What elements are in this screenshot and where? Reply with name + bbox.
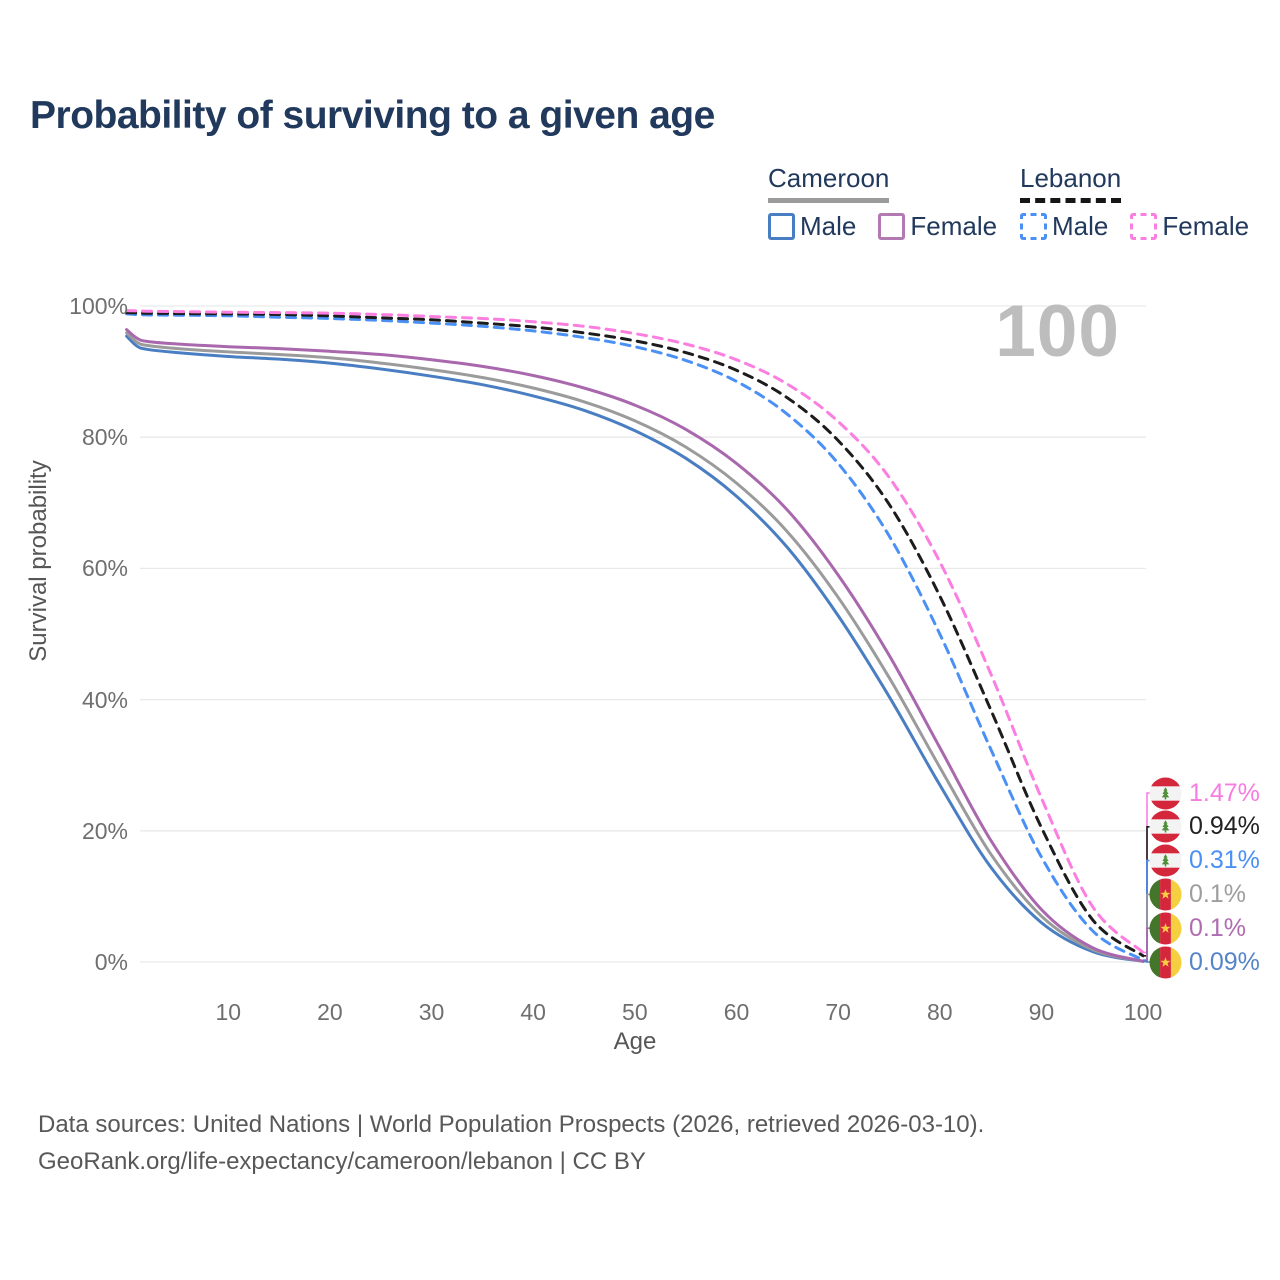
- footer: Data sources: United Nations | World Pop…: [38, 1106, 984, 1180]
- y-tick-label: 0%: [94, 949, 128, 975]
- y-tick-label: 20%: [81, 817, 128, 844]
- end-label-lebanon-male: 0.31%: [1149, 844, 1260, 878]
- legend-item-lebanon-female[interactable]: Female: [1130, 211, 1249, 242]
- end-label-cameroon-both-sexes: 0.1%: [1149, 877, 1246, 911]
- x-axis-title: Age: [613, 1028, 657, 1055]
- y-tick-label: 80%: [81, 424, 128, 451]
- x-tick-label: 50: [622, 999, 648, 1025]
- page-title: Probability of surviving to a given age: [30, 94, 715, 137]
- lebanon-flag-icon: [1149, 776, 1182, 810]
- cameroon-female-swatch-icon: [878, 213, 906, 240]
- legend-country-lebanon[interactable]: Lebanon: [1020, 163, 1122, 203]
- lebanon-flag-icon: [1149, 844, 1182, 877]
- attribution-line: GeoRank.org/life-expectancy/cameroon/leb…: [38, 1148, 646, 1175]
- curve-cameroon-male[interactable]: [125, 334, 1145, 963]
- x-tick-label: 60: [723, 999, 750, 1025]
- data-sources-line: Data sources: United Nations | World Pop…: [38, 1111, 985, 1138]
- legend-group-cameroon: Cameroon Male Female: [768, 163, 997, 242]
- end-label-value: 0.1%: [1189, 879, 1246, 908]
- cameroon-flag-icon: [1149, 945, 1182, 979]
- y-tick-label: 100%: [69, 293, 128, 319]
- y-tick-label: 60%: [81, 555, 128, 582]
- end-label-lebanon-both-sexes: 0.94%: [1149, 810, 1260, 844]
- end-label-value: 0.31%: [1189, 846, 1260, 875]
- legend-group-lebanon: Lebanon Male Female: [1020, 163, 1249, 242]
- curve-cameroon-female[interactable]: [125, 328, 1145, 963]
- legend-item-label: Male: [800, 211, 857, 241]
- x-tick-label: 20: [317, 999, 343, 1025]
- end-label-value: 0.1%: [1189, 913, 1246, 942]
- legend-item-label: Male: [1052, 211, 1109, 241]
- cameroon-flag-icon: [1149, 878, 1182, 911]
- end-label-value: 0.94%: [1189, 812, 1260, 841]
- end-label-value: 0.09%: [1189, 947, 1260, 976]
- legend-item-cameroon-male[interactable]: Male: [768, 211, 856, 242]
- x-tick-label: 40: [520, 999, 546, 1025]
- x-tick-label: 10: [215, 999, 242, 1025]
- curve-cameroon-both-sexes[interactable]: [125, 331, 1145, 963]
- curve-lebanon-male[interactable]: [125, 312, 1145, 962]
- curve-lebanon-female[interactable]: [125, 309, 1145, 954]
- end-label-cameroon-male: 0.09%: [1149, 945, 1260, 979]
- cameroon-flag-icon: [1149, 912, 1182, 945]
- leader-line-cameroon-male: [1143, 960, 1151, 963]
- end-label-lebanon-female: 1.47%: [1149, 776, 1260, 810]
- x-tick-label: 90: [1028, 999, 1055, 1025]
- x-tick-label: 30: [418, 999, 445, 1025]
- age-watermark: 100: [995, 291, 1120, 372]
- legend-item-lebanon-male[interactable]: Male: [1020, 211, 1108, 242]
- x-tick-label: 70: [825, 999, 851, 1025]
- end-label-value: 1.47%: [1189, 778, 1260, 807]
- x-tick-label: 100: [1123, 999, 1163, 1025]
- lebanon-male-swatch-icon: [1020, 213, 1047, 240]
- legend-item-label: Female: [1162, 211, 1250, 241]
- cameroon-male-swatch-icon: [768, 213, 795, 240]
- legend-item-cameroon-female[interactable]: Female: [878, 211, 997, 242]
- legend-country-cameroon[interactable]: Cameroon: [768, 163, 890, 203]
- curve-lebanon-both-sexes[interactable]: [125, 311, 1145, 958]
- end-label-cameroon-female: 0.1%: [1149, 911, 1246, 945]
- y-tick-label: 40%: [81, 686, 128, 713]
- legend-item-label: Female: [910, 211, 998, 241]
- x-tick-label: 80: [927, 999, 953, 1025]
- lebanon-flag-icon: [1149, 810, 1182, 843]
- lebanon-female-swatch-icon: [1130, 213, 1158, 240]
